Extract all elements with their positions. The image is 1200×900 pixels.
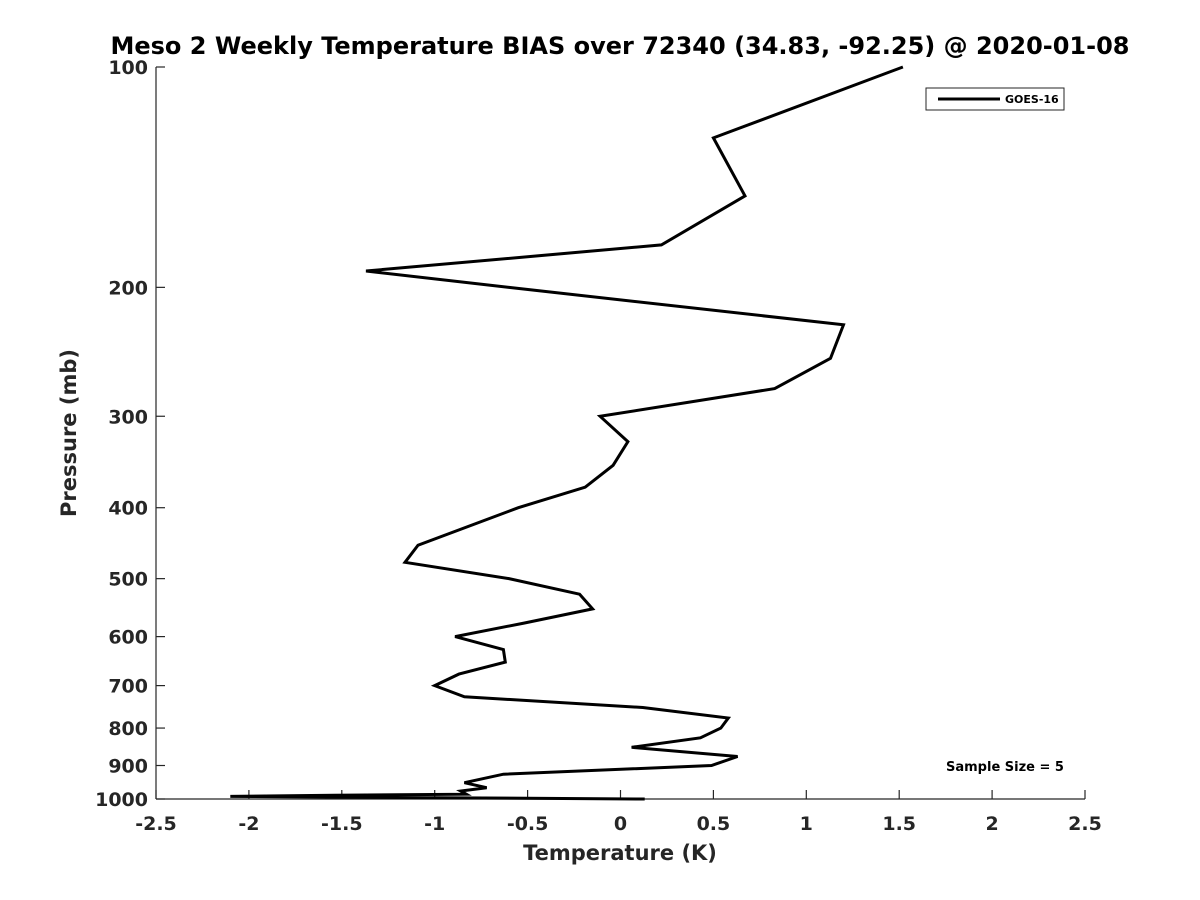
x-tick-label: -2.5: [135, 813, 177, 835]
y-tick-label: 700: [108, 676, 148, 698]
y-tick-label: 1000: [95, 789, 148, 811]
x-ticks: -2.5 -2 -1.5 -1 -0.5 0 0.5 1 1.5 2 2.5: [135, 790, 1102, 835]
y-tick-label: 300: [108, 406, 148, 428]
y-tick-label: 200: [108, 277, 148, 299]
x-tick-label: -0.5: [507, 813, 549, 835]
y-tick-label: 800: [108, 718, 148, 740]
x-tick-label: 2.5: [1068, 813, 1102, 835]
x-tick-label: -2: [238, 813, 259, 835]
x-tick-label: 0: [614, 813, 627, 835]
x-tick-label: 1: [800, 813, 813, 835]
y-tick-label: 500: [108, 569, 148, 591]
x-tick-label: 0.5: [697, 813, 731, 835]
legend: GOES-16: [925, 87, 1065, 111]
y-axis-label: Pressure (mb): [57, 349, 81, 517]
y-tick-label: 400: [108, 498, 148, 520]
series-line-goes-16: [230, 65, 904, 801]
y-tick-label: 100: [108, 57, 148, 79]
sample-size-annotation: Sample Size = 5: [946, 760, 1064, 775]
legend-label-goes-16: GOES-16: [1005, 93, 1059, 106]
x-axis-label: Temperature (K): [523, 841, 717, 865]
series-layer: [230, 65, 904, 801]
x-tick-label: -1.5: [321, 813, 363, 835]
x-tick-label: 2: [985, 813, 998, 835]
y-tick-label: 600: [108, 627, 148, 649]
y-ticks: 100 200 300 400 500 600 700 800 900 1000: [95, 57, 165, 811]
y-tick-label: 900: [108, 756, 148, 778]
x-tick-label: 1.5: [882, 813, 916, 835]
x-tick-label: -1: [424, 813, 445, 835]
chart-title: Meso 2 Weekly Temperature BIAS over 7234…: [110, 32, 1129, 60]
